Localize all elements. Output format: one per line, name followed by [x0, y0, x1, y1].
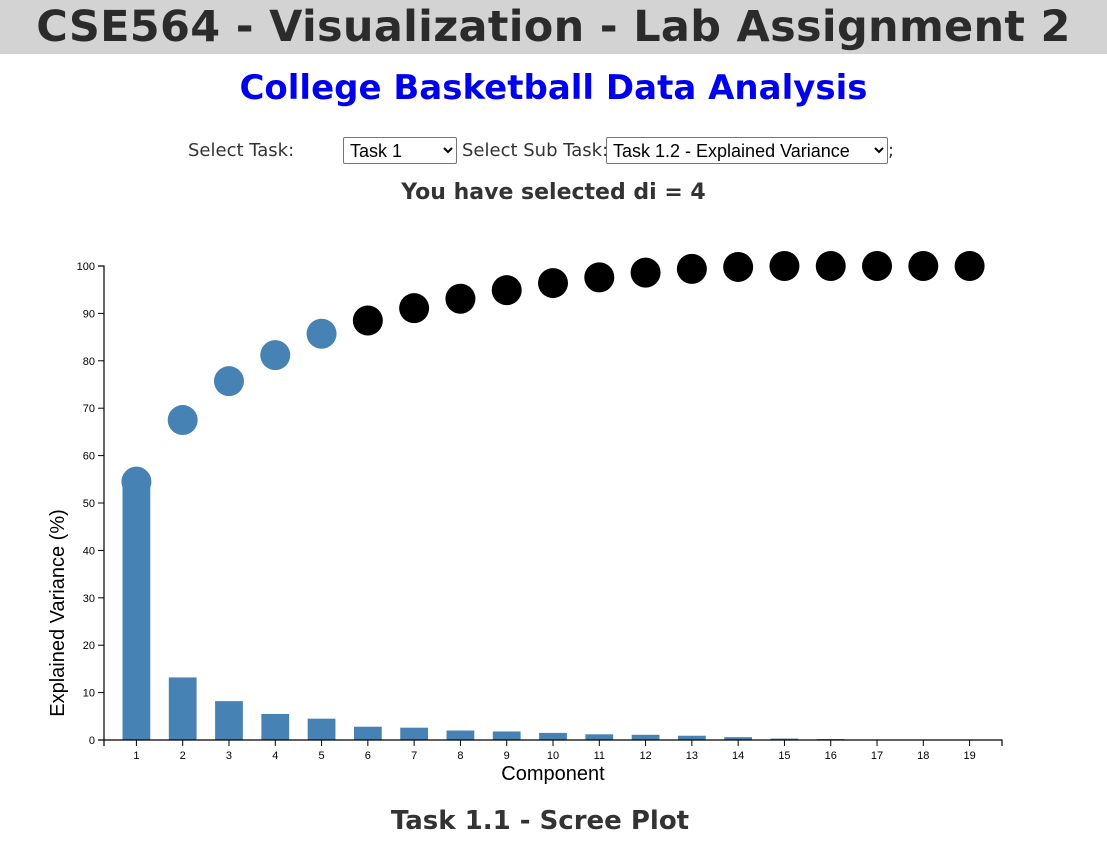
bar-15 [770, 738, 799, 740]
point-14 [723, 251, 754, 282]
y-tick-label-90: 90 [83, 308, 95, 320]
x-tick-label-1: 1 [133, 750, 139, 762]
bar-7 [400, 727, 429, 740]
bar-9 [492, 731, 521, 740]
bar-13 [677, 735, 706, 740]
y-tick-label-10: 10 [83, 688, 95, 700]
bar-6 [353, 726, 382, 740]
bar-12 [631, 734, 660, 740]
point-5 [306, 318, 337, 349]
x-tick-label-8: 8 [457, 750, 463, 762]
trailing-semicolon: ; [888, 140, 895, 161]
page-title: CSE564 - Visualization - Lab Assignment … [36, 2, 1071, 52]
point-3 [213, 366, 244, 397]
y-tick-label-20: 20 [83, 640, 95, 652]
x-tick-label-3: 3 [226, 750, 232, 762]
point-12 [630, 257, 661, 288]
point-10 [538, 268, 568, 299]
point-1 [121, 466, 152, 497]
y-tick-label-30: 30 [83, 593, 95, 605]
bar-5 [307, 718, 336, 740]
x-tick-label-2: 2 [180, 750, 186, 762]
point-17 [862, 251, 893, 281]
x-tick-label-5: 5 [318, 750, 324, 762]
bar-1 [122, 481, 151, 740]
x-tick-label-13: 13 [686, 750, 698, 762]
x-tick-label-17: 17 [871, 750, 883, 762]
title-banner: CSE564 - Visualization - Lab Assignment … [0, 0, 1107, 54]
x-tick-label-16: 16 [825, 750, 837, 762]
x-tick-label-6: 6 [365, 750, 371, 762]
point-9 [491, 275, 522, 306]
point-8 [445, 283, 476, 314]
point-2 [167, 405, 198, 436]
y-tick-label-80: 80 [83, 356, 95, 368]
x-tick-label-14: 14 [732, 750, 744, 762]
bar-10 [539, 732, 567, 740]
y-tick-label-100: 100 [77, 261, 95, 273]
bar-11 [585, 734, 614, 740]
y-tick-label-60: 60 [83, 451, 95, 463]
point-15 [769, 251, 800, 281]
task-select[interactable]: Task 1 [343, 137, 457, 164]
y-tick-label-40: 40 [83, 545, 95, 557]
subtask-select[interactable]: Task 1.2 - Explained Variance [606, 137, 888, 164]
select-subtask-label: Select Sub Task: [462, 140, 609, 161]
chart-caption: Task 1.1 - Scree Plot [390, 806, 690, 836]
point-18 [908, 251, 939, 281]
bar-4 [261, 713, 290, 740]
x-tick-label-19: 19 [963, 750, 975, 762]
bar-14 [724, 737, 753, 740]
x-tick-label-12: 12 [639, 750, 651, 762]
x-tick-label-15: 15 [778, 750, 790, 762]
point-13 [676, 253, 707, 284]
point-16 [815, 251, 846, 281]
y-tick-label-0: 0 [89, 735, 95, 747]
x-tick-label-9: 9 [504, 750, 510, 762]
y-axis-label: Explained Variance (%) [47, 509, 69, 717]
bar-2 [168, 677, 197, 740]
x-tick-label-7: 7 [411, 750, 417, 762]
task-controls: Select Task: Task 1 Select Sub Task: Tas… [0, 136, 1107, 166]
point-7 [399, 293, 430, 324]
x-axis-label: Component [501, 763, 605, 785]
x-tick-label-11: 11 [594, 750, 605, 762]
point-11 [584, 262, 615, 293]
page-subtitle: College Basketball Data Analysis [239, 68, 868, 108]
point-6 [352, 305, 383, 336]
y-tick-label-50: 50 [83, 498, 95, 510]
x-tick-label-10: 10 [547, 750, 559, 762]
point-19 [954, 251, 985, 281]
select-task-label: Select Task: [188, 140, 295, 161]
y-tick-label-70: 70 [83, 403, 95, 415]
x-tick-label-4: 4 [272, 750, 278, 762]
bar-8 [446, 730, 475, 740]
point-4 [260, 340, 291, 371]
x-tick-label-18: 18 [917, 750, 929, 762]
selected-di-text: You have selected di = 4 [401, 180, 706, 205]
bar-3 [215, 701, 243, 740]
